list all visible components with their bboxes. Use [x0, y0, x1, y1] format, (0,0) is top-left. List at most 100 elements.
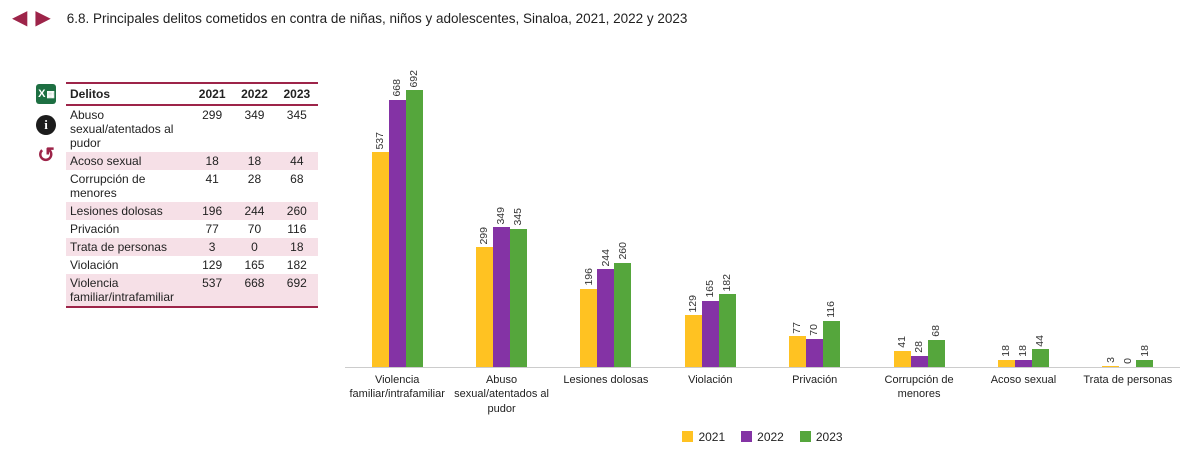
crime-value: 129: [202, 258, 223, 272]
table-row: Corrupción de menores 41 28 68: [66, 170, 318, 202]
header: ◀ ▶ 6.8. Principales delitos cometidos e…: [10, 8, 687, 28]
bar-value-label: 0: [1121, 358, 1134, 364]
bar[interactable]: [684, 315, 702, 367]
crime-table-body: Abuso sexual/atentados al pudor 299 349 345…: [66, 105, 318, 308]
crime-label: Abuso sexual/atentados al pudor: [70, 108, 174, 150]
category-label: Trata de personas: [1083, 374, 1173, 386]
prev-chart-button[interactable]: ◀: [12, 7, 28, 29]
bar-group: 41 28 68: [867, 325, 971, 367]
refresh-button[interactable]: ↺: [34, 144, 58, 168]
crime-value: 116: [287, 222, 307, 236]
bar-wrap: 0: [1119, 358, 1136, 367]
crime-value: 44: [290, 154, 304, 168]
category-label: Acoso sexual: [990, 374, 1057, 386]
info-button[interactable]: i: [34, 113, 58, 137]
bar[interactable]: [614, 263, 632, 367]
bar[interactable]: [997, 359, 1015, 367]
bar[interactable]: [580, 288, 598, 367]
table-header-cell: 2023: [275, 82, 318, 106]
bar[interactable]: [388, 99, 406, 367]
legend-label: 2021: [698, 429, 726, 444]
bar-wrap: 70: [806, 324, 824, 367]
export-excel-button[interactable]: X ▦: [34, 82, 58, 106]
bar[interactable]: [806, 339, 824, 367]
crime-value: 3: [208, 240, 216, 254]
bar[interactable]: [910, 355, 928, 367]
crime-value: 196: [202, 204, 223, 218]
crime-value: 165: [244, 258, 265, 272]
bar-value-label: 68: [929, 325, 942, 337]
bar-value-label: 668: [390, 79, 403, 97]
bar[interactable]: [493, 227, 511, 367]
bar-wrap: 345: [510, 208, 528, 367]
bar-wrap: 3: [1102, 357, 1120, 367]
bar-value-label: 345: [512, 208, 525, 226]
legend-swatch: [741, 431, 753, 443]
bar-value-label: 299: [478, 226, 491, 245]
bar-wrap: 116: [823, 301, 841, 367]
crime-value: 244: [244, 204, 265, 218]
category-label: Corrupción de menores: [884, 374, 954, 401]
bar[interactable]: [1031, 349, 1049, 367]
crime-value: 299: [202, 108, 223, 122]
table-row: Abuso sexual/atentados al pudor 299 349 345: [66, 105, 318, 152]
bar-wrap: 692: [405, 70, 423, 367]
table-row: Violencia familiar/intrafamiliar 537 668 69…: [66, 274, 318, 308]
category-label: Violencia familiar/intrafamiliar: [349, 374, 445, 401]
bar[interactable]: [476, 247, 494, 367]
legend-swatch: [682, 431, 694, 443]
crime-label: Violación: [70, 258, 119, 272]
table-row: Violación 129 165 182: [66, 256, 318, 274]
bar[interactable]: [789, 336, 807, 367]
bar-group: 18 18 44: [971, 335, 1075, 367]
bar[interactable]: [510, 229, 528, 367]
bar[interactable]: [927, 339, 945, 367]
bar-wrap: 68: [927, 325, 945, 367]
bar-wrap: 668: [388, 79, 406, 367]
table-row: Lesiones dolosas 196 244 260: [66, 202, 318, 220]
crime-value: 77: [205, 222, 219, 236]
bar-wrap: 18: [1136, 345, 1154, 367]
bar[interactable]: [405, 90, 423, 367]
bar-value-label: 349: [495, 206, 508, 225]
crime-label: Lesiones dolosas: [70, 204, 163, 218]
toolbar: X ▦ i ↺: [34, 82, 58, 308]
bar[interactable]: [823, 320, 841, 367]
bar-wrap: 244: [597, 249, 615, 367]
bar-value-label: 182: [721, 273, 734, 292]
bar-group: 77 70 116: [763, 301, 867, 367]
bar[interactable]: [893, 350, 911, 367]
bar-wrap: 349: [493, 206, 511, 367]
crime-value: 0: [251, 240, 258, 254]
next-chart-button[interactable]: ▶: [35, 7, 51, 29]
bar[interactable]: [371, 152, 389, 367]
crime-value: 537: [190, 274, 234, 308]
bar[interactable]: [1136, 359, 1154, 367]
bar-wrap: 299: [476, 226, 494, 367]
page-title: 6.8. Principales delitos cometidos en co…: [66, 10, 688, 26]
bar-wrap: 537: [371, 132, 389, 367]
bar-group: 299 349 345: [449, 207, 553, 367]
crime-value: 18: [290, 240, 304, 254]
bar-value-label: 18: [1138, 345, 1151, 357]
crime-value: 41: [205, 172, 219, 186]
crime-label: Acoso sexual: [70, 154, 142, 168]
crime-value: 182: [286, 258, 307, 272]
bar-wrap: 196: [580, 268, 598, 367]
bar[interactable]: [1014, 359, 1032, 367]
bar[interactable]: [1102, 365, 1120, 367]
bar-wrap: 44: [1031, 335, 1049, 367]
bar-wrap: 129: [684, 295, 702, 367]
legend-item: 2021: [682, 430, 725, 444]
table-header-row: Delitos 2021 2022 2023: [66, 82, 318, 106]
bar-value-label: 260: [616, 242, 629, 260]
chart-plot: 537 668 692 299 349 345 196 244 260 129 165 182 77 70…: [345, 56, 1180, 368]
bar-group: 3 0 18: [1076, 345, 1180, 367]
bar[interactable]: [597, 269, 615, 367]
bar-group: 196 244 260: [554, 242, 658, 367]
bar[interactable]: [701, 301, 719, 367]
bar[interactable]: [718, 294, 736, 367]
bar-value-label: 77: [791, 321, 804, 334]
refresh-icon: ↺: [37, 144, 55, 167]
